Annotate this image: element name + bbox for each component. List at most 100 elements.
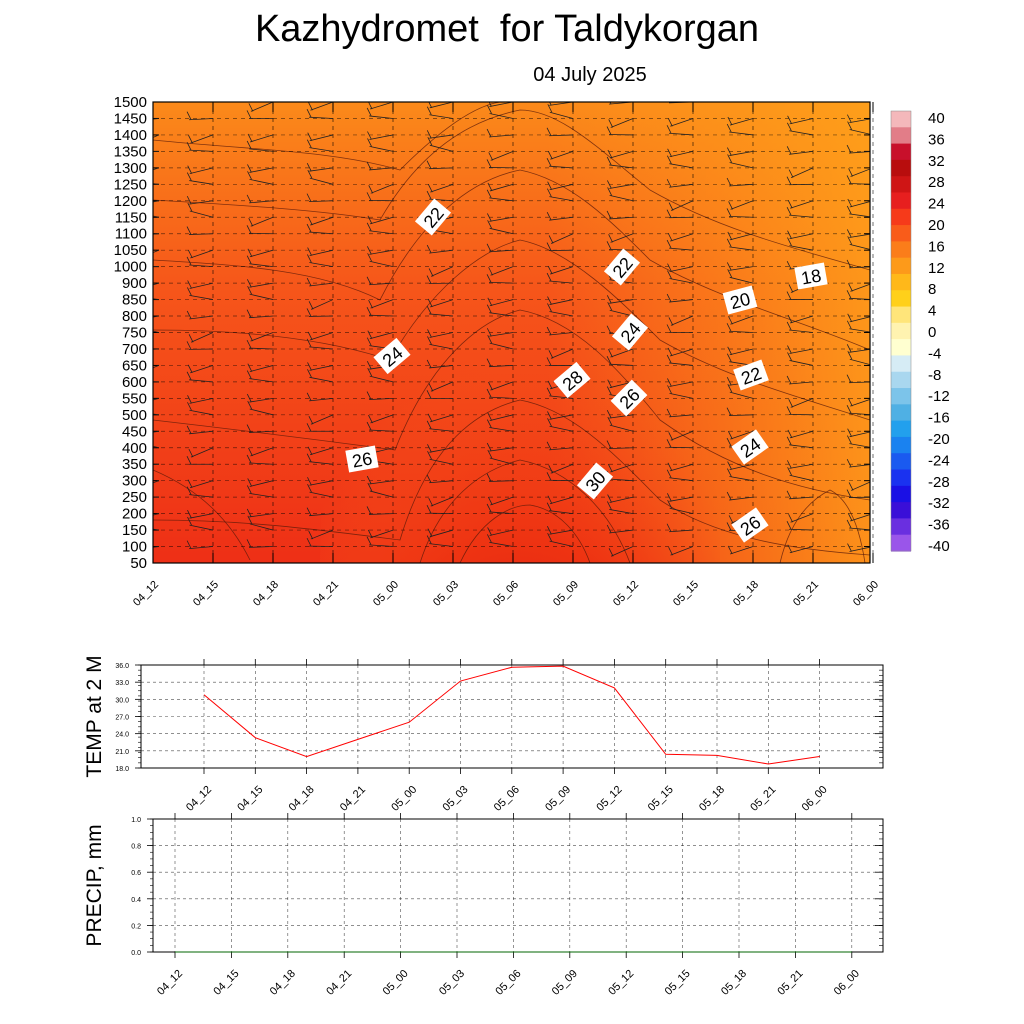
wind-barb-flag (668, 432, 674, 441)
x-tick-label: 05_18 (731, 579, 761, 609)
contour-label-box (611, 313, 649, 351)
wind-barb-flag (187, 364, 193, 374)
y-tick-label: 100 (122, 539, 147, 556)
wind-barb-flag (727, 545, 733, 555)
colorbar-label: -16 (928, 410, 950, 427)
wind-barb (153, 348, 160, 350)
colorbar-label: 24 (928, 196, 945, 213)
wind-barb-flag (846, 175, 852, 184)
y-tick-label: 150 (122, 522, 147, 539)
wind-barb-flag (426, 390, 432, 399)
wind-barb (549, 165, 574, 169)
wind-barb-flag (786, 521, 792, 530)
wind-barb (249, 134, 274, 143)
wind-barb-flag (246, 539, 252, 548)
colorbar-swatch (891, 273, 911, 291)
wind-barb-flag (727, 461, 732, 470)
wind-barb-flag (667, 232, 673, 242)
wind-barb-flag (247, 478, 253, 487)
wind-barb-flag (187, 249, 193, 259)
colorbar-swatch (891, 518, 911, 536)
wind-barb (429, 102, 454, 109)
x-tick-label: 04_12 (155, 968, 185, 998)
wind-barb (309, 116, 334, 119)
y-tick-label: 1100 (115, 226, 147, 243)
wind-barb-flag (187, 395, 192, 404)
x-tick-label: 05_12 (606, 968, 636, 998)
colorbar-frame (890, 110, 912, 552)
wind-barb-flag (426, 359, 432, 369)
wind-barb-flag (666, 239, 672, 249)
wind-barb (609, 151, 634, 159)
wind-barb (370, 529, 394, 539)
wind-barb-flag (486, 304, 492, 313)
wind-barb (429, 447, 454, 453)
wind-barb-flag (787, 345, 792, 354)
temperature-contour (153, 399, 870, 556)
wind-barb (489, 529, 514, 536)
wind-barb (729, 463, 754, 471)
wind-barb (549, 395, 574, 399)
wind-barb (430, 183, 454, 193)
contour-label: 22 (733, 359, 769, 391)
wind-barb (669, 463, 694, 472)
wind-barbs (153, 102, 870, 557)
contour-label-box (345, 445, 379, 473)
colorbar-label: 40 (928, 110, 945, 127)
wind-barb (489, 197, 514, 202)
wind-barb (429, 529, 454, 538)
wind-barb-flag (726, 407, 732, 416)
wind-barb-flag (247, 248, 253, 257)
wind-barb-flag (306, 507, 312, 516)
wind-barb (849, 118, 870, 124)
wind-barb (189, 233, 214, 235)
wind-barb (430, 266, 454, 277)
wind-barb-flag (186, 456, 192, 465)
wind-barb-flag (367, 367, 373, 377)
wind-barb-flag (487, 297, 493, 306)
wind-barb-flag (666, 523, 672, 532)
wind-barb-flag (667, 385, 672, 394)
wind-barb (549, 414, 574, 420)
wind-barb (249, 263, 274, 268)
wind-barb (309, 231, 334, 235)
wind-barb (249, 523, 274, 531)
wind-barb (429, 480, 454, 484)
wind-barb-flag (547, 495, 553, 504)
colorbar-label: 16 (928, 238, 945, 255)
wind-barb-flag (787, 237, 792, 246)
wind-barb (549, 332, 574, 336)
wind-barb-flag (788, 284, 794, 293)
y-tick-label: 250 (122, 489, 147, 506)
wind-barb-flag (547, 418, 552, 427)
wind-barb-flag (427, 413, 433, 423)
wind-barb (850, 481, 870, 491)
wind-barb (250, 447, 274, 457)
wind-barb-flag (306, 453, 312, 462)
wind-barb (489, 249, 514, 253)
wind-barb-flag (306, 338, 312, 348)
wind-barb (549, 111, 574, 119)
wind-barb (429, 167, 454, 170)
x-tick-label: 05_06 (493, 968, 523, 998)
y-tick-label: 700 (122, 341, 147, 358)
wind-barb-flag (607, 149, 613, 159)
wind-barb-flag (547, 380, 553, 390)
colorbar-swatch (891, 534, 911, 552)
wind-barb (153, 134, 160, 138)
wind-barb (789, 463, 814, 469)
wind-barb-flag (307, 369, 312, 378)
y-tick-label: 21.0 (115, 749, 129, 756)
wind-barb-flag (728, 316, 733, 325)
contour-label-box (731, 429, 769, 465)
wind-barb (430, 299, 454, 308)
wind-barb-flag (666, 125, 672, 134)
wind-barb-flag (246, 485, 252, 494)
wind-barb (249, 462, 274, 465)
wind-barb (789, 329, 814, 333)
wind-barb (849, 328, 870, 333)
wind-barb (789, 233, 814, 240)
wind-barb-flag (306, 537, 312, 547)
wind-barb-flag (187, 516, 192, 526)
wind-barb-flag (366, 475, 372, 485)
